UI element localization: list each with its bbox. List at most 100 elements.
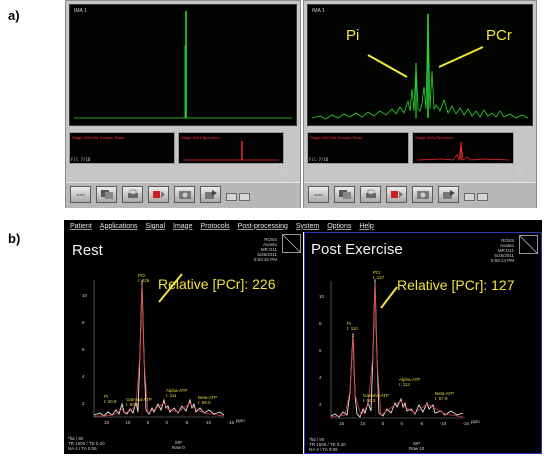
info-line: Raw 10: [409, 446, 425, 451]
auto-button-right[interactable]: AUTO: [308, 186, 329, 203]
side-text-left-top: Fil 7/1D: [71, 157, 91, 162]
mini-display-right-1[interactable]: Stage 0001/Ne Sample Ratio: [307, 132, 409, 164]
spectrum-panel-post-exercise[interactable]: Post Exercise ROSS Avanto MR D11 5/26/20…: [304, 232, 542, 454]
side-text-right-b: 200: [516, 163, 524, 168]
beta-label-text: Beta-ATP: [198, 395, 218, 400]
auto-button-left[interactable]: AUTO: [70, 186, 91, 203]
print-button-left[interactable]: [122, 186, 143, 203]
x-tick: 10: [125, 420, 131, 425]
auto-button-left-label: AUTO: [76, 192, 85, 197]
x-tick: 10: [360, 421, 366, 426]
copy-button-right[interactable]: [334, 186, 355, 203]
info-bottom-center-rest: SIP Raw 0: [172, 440, 185, 450]
y-tick: 6: [319, 348, 322, 353]
spectrum-display-left[interactable]: IMA 1: [69, 4, 297, 126]
info-line: ROSS: [501, 238, 515, 243]
spectro-window-right: IMA 1 Pi PCr Stage 0001/Ne Sample Ratio …: [303, 0, 537, 208]
panel-b-label: b): [8, 231, 21, 246]
pi-peak-label: Pi: [346, 27, 360, 44]
small-button-right-2[interactable]: [477, 193, 488, 201]
beta-value-text: I: 57.9: [435, 396, 448, 401]
pcr-pointer-rest: [158, 273, 183, 303]
spectrum-display-right[interactable]: IMA 1 Pi PCr: [307, 4, 533, 126]
mini-display-right-2[interactable]: Stage 0001/Spectrum: [412, 132, 514, 164]
export-button-right[interactable]: [438, 186, 459, 203]
record-icon: [152, 191, 165, 198]
menu-image[interactable]: Image: [173, 222, 193, 230]
pcr-label-text: PCr: [138, 273, 146, 278]
pcr-label-post: PCr I: 127: [373, 270, 384, 280]
mini-title-left-2: Stage 0001/Spectrum: [181, 135, 220, 140]
menu-help[interactable]: Help: [359, 222, 374, 230]
x-tick: -5: [184, 420, 189, 425]
auto-button-right-label: AUTO: [314, 192, 323, 197]
menu-post-processing[interactable]: Post-processing: [237, 222, 288, 230]
side-text-right-d: 250: [516, 173, 524, 178]
beta-label-post: Beta-ATP I: 57.9: [435, 391, 454, 401]
info-line: NA 4 / TA 0:06: [68, 446, 97, 451]
pi-label-post: Pi I: 110: [347, 321, 358, 331]
gamma-label-text: Gamma-ATP: [363, 393, 389, 398]
mini-trace-left: [183, 141, 279, 161]
info-line: Raw 0: [172, 445, 185, 450]
gamma-label-text: Gamma-ATP: [126, 397, 152, 402]
spectro-window-left: IMA 1 Stage 0001/Ne Sample Ratio Stage 0…: [65, 0, 301, 208]
alpha-value-text: I: 111: [166, 393, 177, 398]
menu-options[interactable]: Options: [327, 222, 352, 230]
spectrum-plot-rest: [93, 273, 225, 418]
pi-label-text: Pi: [347, 321, 352, 326]
y-axis-ticks-post: 10 8 6 4 2: [319, 283, 324, 418]
y-tick: 2: [82, 401, 85, 406]
info-line: MR D11: [497, 248, 515, 253]
beta-value-text: I: 69.0: [198, 400, 211, 405]
mini-display-left-1[interactable]: Stage 0001/Ne Sample Ratio: [69, 132, 175, 164]
side-text-left-d: 250: [280, 173, 288, 178]
info-top-right-post: ROSS Avanto MR D11 5/26/2011 5:56:14 PM: [491, 238, 514, 263]
y-tick: 4: [82, 374, 85, 379]
x-tick: -15: [462, 421, 469, 426]
export-button-left[interactable]: [200, 186, 221, 203]
y-tick: 2: [319, 402, 322, 407]
spectrum-panel-rest[interactable]: Rest ROSS Avanto MR D11 5/26/2011 5:53:3…: [64, 232, 303, 454]
copy-button-left[interactable]: [96, 186, 117, 203]
record-button-left[interactable]: [148, 186, 169, 203]
info-line: 5:56:14 PM: [491, 258, 515, 263]
record-button-right[interactable]: [386, 186, 407, 203]
menu-protocols[interactable]: Protocols: [200, 222, 230, 230]
small-button-left-2[interactable]: [239, 193, 250, 201]
x-tick: -5: [419, 421, 424, 426]
menu-patient[interactable]: Patient: [70, 222, 92, 230]
printer-icon: [365, 189, 376, 198]
relative-pcr-rest: Relative [PCr]: 226: [158, 276, 276, 292]
menu-system[interactable]: System: [295, 222, 320, 230]
info-line: 5/26/2011: [257, 252, 278, 257]
copy-icon: [100, 190, 113, 199]
alpha-label-post: Alpha-ATP I: 112: [399, 377, 420, 387]
menu-bar: Patient Applications Signal Image Protoc…: [64, 220, 542, 232]
pcr-label-rest: PCr I: 226: [138, 273, 149, 283]
spectrum-plot-post: [330, 278, 465, 419]
info-line: SIP: [174, 440, 183, 445]
menu-applications[interactable]: Applications: [99, 222, 138, 230]
mini-display-left-2[interactable]: Stage 0001/Spectrum: [178, 132, 284, 164]
film-button-left[interactable]: [174, 186, 195, 203]
small-button-right-1[interactable]: [464, 193, 475, 201]
info-line: Avanto: [500, 243, 515, 248]
mini-title-left-1: Stage 0001/Ne Sample Ratio: [72, 135, 124, 140]
x-tick: 0: [165, 420, 168, 425]
y-tick: 8: [82, 320, 85, 325]
small-button-left-1[interactable]: [226, 193, 237, 201]
y-tick: 4: [319, 375, 322, 380]
export-icon: [204, 190, 217, 199]
y-tick: 8: [319, 321, 322, 326]
toolbar-left: AUTO: [66, 182, 300, 208]
print-button-right[interactable]: [360, 186, 381, 203]
menu-signal[interactable]: Signal: [145, 222, 166, 230]
x-axis-ticks-rest: 15 10 5 0 -5 -10 -15: [104, 420, 234, 425]
x-tick: 15: [339, 421, 345, 426]
gamma-label-rest: Gamma-ATP I: 60.5: [126, 397, 152, 407]
info-bottom-left-rest: *fid / 90 TR 1500 / TE 0.20 NA 4 / TA 0:…: [68, 436, 105, 451]
info-bottom-left-post: *fid / 90 TR 1500 / TE 0.20 NA 4 / TA 0:…: [309, 437, 346, 452]
film-button-right[interactable]: [412, 186, 433, 203]
info-top-right-rest: ROSS Avanto MR D11 5/26/2011 5:53:32 PM: [254, 237, 277, 262]
